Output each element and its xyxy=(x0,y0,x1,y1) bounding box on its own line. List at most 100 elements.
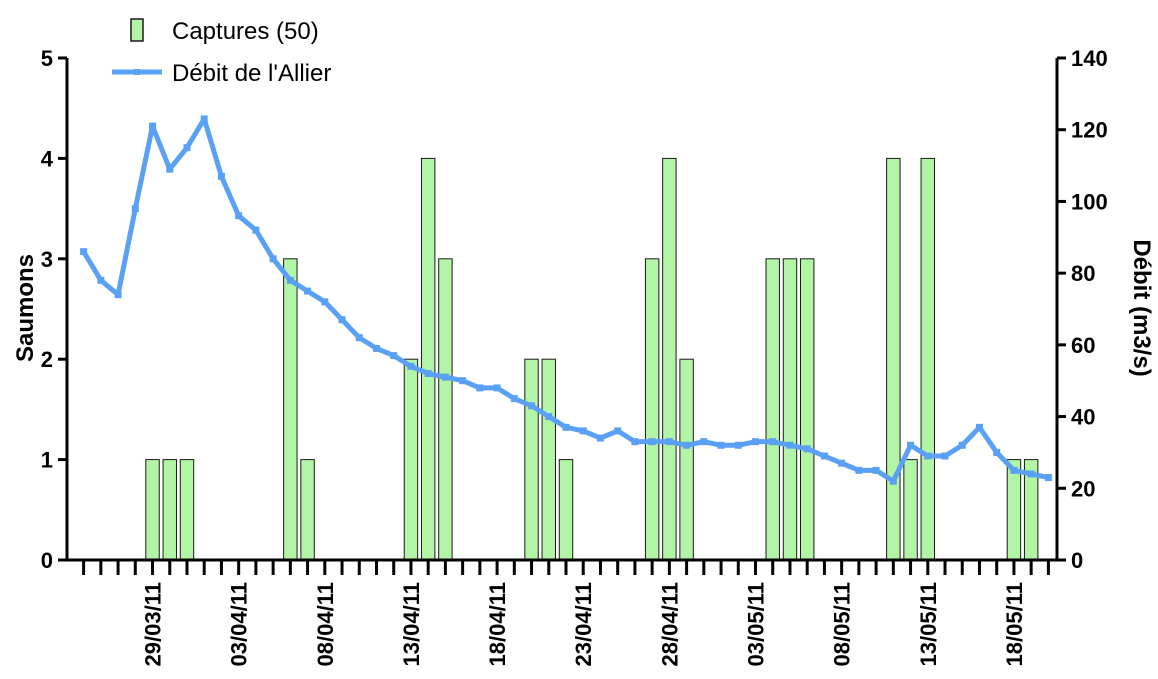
legend-label-captures: Captures (50) xyxy=(172,18,319,45)
y-left-tick-label: 1 xyxy=(41,448,53,473)
line-point xyxy=(269,255,277,263)
bar xyxy=(145,459,160,561)
y-right-tick-label: 40 xyxy=(1071,405,1095,430)
line-point xyxy=(97,276,105,284)
bar xyxy=(179,459,195,561)
line-point xyxy=(286,276,294,284)
bar xyxy=(541,358,556,561)
y-right-tick-label: 60 xyxy=(1071,333,1095,358)
x-tick-label: 08/05/11 xyxy=(830,582,855,666)
bar xyxy=(283,258,298,561)
line-point xyxy=(769,438,777,446)
line-point xyxy=(235,212,243,220)
line-point xyxy=(355,334,363,342)
legend-line-marker xyxy=(134,69,140,75)
line-point xyxy=(614,427,622,435)
line-point xyxy=(80,248,88,256)
x-tick-label: 18/04/11 xyxy=(485,582,510,666)
y-left-tick-label: 3 xyxy=(41,247,53,272)
line-point xyxy=(407,362,415,370)
line-point xyxy=(924,452,932,460)
line-point xyxy=(803,445,811,453)
line-point xyxy=(304,287,312,295)
line-point xyxy=(648,438,656,446)
line-point xyxy=(907,441,915,449)
legend: Captures (50) Débit de l'Allier xyxy=(112,18,331,87)
line-point xyxy=(166,165,174,173)
y-left-tick-label: 2 xyxy=(41,347,53,372)
line-point xyxy=(786,441,794,449)
line-series xyxy=(80,115,1052,485)
line-point xyxy=(338,316,346,324)
y-left-tick-label: 5 xyxy=(41,46,53,71)
y-right-tick-label: 120 xyxy=(1071,118,1108,143)
y-left-tick-label: 4 xyxy=(41,146,54,171)
line-point xyxy=(1010,466,1018,474)
x-tick-label: 13/04/11 xyxy=(399,582,424,666)
line-point xyxy=(683,441,691,449)
line-point xyxy=(441,373,449,381)
line-point xyxy=(131,205,139,213)
x-tick-label: 18/05/11 xyxy=(1002,582,1027,666)
line-point xyxy=(820,452,828,460)
line-point xyxy=(889,477,897,485)
bar xyxy=(1006,459,1022,561)
line-point xyxy=(200,115,208,123)
line-point xyxy=(390,352,398,360)
y-axis-right-label: Débit (m3/s) xyxy=(1128,239,1155,376)
line-point xyxy=(476,384,484,392)
x-tick-label: 13/05/11 xyxy=(916,582,941,666)
line-point xyxy=(493,384,501,392)
bar xyxy=(438,258,453,561)
line-point xyxy=(717,441,725,449)
legend-bar-swatch xyxy=(130,18,144,42)
bars-series xyxy=(145,157,1039,561)
line-point xyxy=(941,452,949,460)
y-right-tick-label: 140 xyxy=(1071,46,1108,71)
bar xyxy=(799,258,815,561)
x-tick-label: 23/04/11 xyxy=(571,582,596,666)
line-point xyxy=(459,377,467,385)
y-right-tick-label: 0 xyxy=(1071,548,1083,573)
line-point xyxy=(562,423,570,431)
bar xyxy=(524,358,539,561)
legend-label-debit: Débit de l'Allier xyxy=(172,60,331,87)
line-point xyxy=(855,466,863,474)
bar xyxy=(782,258,798,561)
y-right-tick-label: 100 xyxy=(1071,189,1108,214)
x-tick-label: 03/05/11 xyxy=(744,582,769,666)
line-point xyxy=(372,344,380,352)
bar xyxy=(162,459,177,561)
line-point xyxy=(700,438,708,446)
line-point xyxy=(596,434,604,442)
line-point xyxy=(114,291,122,299)
line-point xyxy=(975,423,983,431)
line-point xyxy=(1027,470,1035,478)
line-point xyxy=(545,413,553,421)
y-left-tick-label: 0 xyxy=(41,548,53,573)
bar xyxy=(679,358,694,561)
bar xyxy=(300,459,315,561)
line-point xyxy=(217,172,225,180)
bar xyxy=(558,459,574,561)
x-tick-label: 08/04/11 xyxy=(313,582,338,666)
x-tick-label: 28/04/11 xyxy=(657,582,682,666)
y-right-tick-label: 20 xyxy=(1071,476,1095,501)
line-point xyxy=(149,122,157,130)
bar xyxy=(920,157,936,561)
line-point xyxy=(993,448,1001,456)
y-right-tick-label: 80 xyxy=(1071,261,1095,286)
line-point xyxy=(321,298,329,306)
line-point xyxy=(528,402,536,410)
line-point xyxy=(424,370,432,378)
bar xyxy=(886,157,901,561)
line-point xyxy=(872,466,880,474)
bar xyxy=(403,358,419,561)
line-point xyxy=(958,441,966,449)
line-point xyxy=(183,144,191,152)
bar xyxy=(662,157,677,561)
x-tick-label: 03/04/11 xyxy=(227,582,252,666)
line-point xyxy=(631,438,639,446)
axes: 0 1 2 3 4 5 0 20 40 60 80 100 120 140 29/03/11 03/04/11… xyxy=(41,46,1108,666)
